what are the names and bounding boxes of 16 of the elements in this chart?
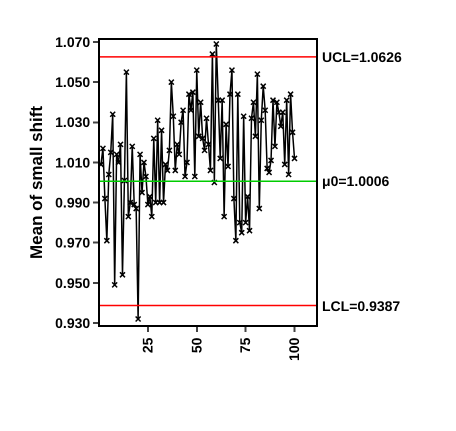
y-axis-title: Mean of small shift [27,106,46,260]
y-tick-label: 0.970 [55,234,90,251]
x-tick-label: 25 [139,337,156,354]
y-tick-label: 1.010 [55,154,90,170]
x-tick-label: 100 [286,337,302,361]
y-tick-label: 0.950 [55,274,90,291]
y-tick-label: 1.070 [55,34,90,50]
y-tick-label: 1.050 [55,74,90,90]
x-tick-label: 50 [188,337,204,354]
y-tick-label: 1.030 [55,114,90,130]
y-tick-label: 0.990 [55,194,90,210]
y-tick-label: 0.930 [55,314,90,331]
ref-line-label: μ0=1.0006 [322,173,390,189]
x-tick-label: 75 [237,337,254,354]
ref-line-label: LCL=0.9387 [322,298,400,314]
ref-line-label: UCL=1.0626 [322,49,402,65]
